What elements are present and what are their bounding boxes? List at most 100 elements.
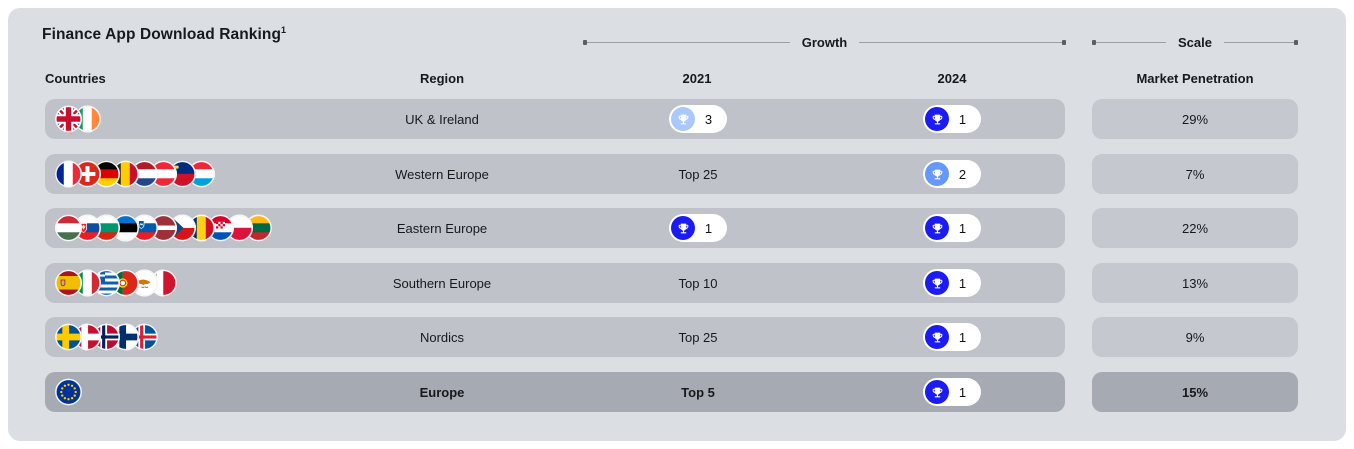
growth-2024-cell: 1 [923, 208, 981, 248]
rank-value: 3 [704, 111, 713, 127]
region-row-pill: Europe Top 5 1 [45, 372, 1065, 412]
flag-eu [55, 378, 82, 406]
growth-2021-cell: Top 25 [678, 317, 717, 357]
penetration-value: 9% [1185, 329, 1205, 345]
rank-badge-2024: 1 [923, 105, 981, 133]
column-header-region: Region [419, 71, 465, 86]
trophy-icon [925, 271, 949, 295]
rank-value: 2 [958, 166, 967, 182]
bracket-line [587, 41, 790, 43]
row-eastern-europe: Eastern Europe 1 1 22% [8, 208, 1346, 248]
ranking-panel: Finance App Download Ranking1 Growth Sca… [8, 8, 1346, 441]
country-flags [55, 160, 215, 188]
growth-2021-cell: Top 10 [678, 263, 717, 303]
region-row-pill: UK & Ireland 3 1 [45, 99, 1065, 139]
penetration-value: 13% [1181, 275, 1209, 291]
row-uk-ireland: UK & Ireland 3 1 29% [8, 99, 1346, 139]
growth-tier-text: Top 25 [678, 329, 718, 345]
row-western-europe: Western Europe Top 25 2 7% [8, 154, 1346, 194]
penetration-value: 7% [1185, 166, 1205, 182]
trophy-icon [925, 107, 949, 131]
bracket-left-tick-icon [583, 39, 587, 45]
growth-2024-cell: 1 [923, 372, 981, 412]
bracket-line [1224, 41, 1295, 43]
growth-2024-cell: 1 [923, 99, 981, 139]
penetration-pill: 15% [1092, 372, 1298, 412]
growth-2021-cell: Top 25 [678, 154, 717, 194]
flag-es [55, 269, 82, 297]
flag-gb [55, 105, 82, 133]
trophy-icon [671, 216, 695, 240]
column-header-countries: Countries [45, 71, 106, 86]
trophy-icon [925, 162, 949, 186]
trophy-icon [925, 325, 949, 349]
rank-badge-2021: 3 [669, 105, 727, 133]
column-header-2024: 2024 [937, 71, 967, 86]
penetration-pill: 13% [1092, 263, 1298, 303]
rank-badge-2024: 1 [923, 269, 981, 297]
rank-value: 1 [958, 111, 967, 127]
rank-badge-2021: 1 [669, 214, 727, 242]
region-row-pill: Southern Europe Top 10 1 [45, 263, 1065, 303]
penetration-value: 29% [1181, 111, 1209, 127]
scale-group-header: Scale [1092, 35, 1299, 50]
growth-2021-cell: 3 [669, 99, 727, 139]
trophy-icon [671, 107, 695, 131]
rank-badge-2024: 1 [923, 214, 981, 242]
region-label: Eastern Europe [396, 220, 488, 236]
bracket-line [1096, 41, 1167, 43]
country-flags [55, 214, 272, 242]
column-header-2021: 2021 [682, 71, 712, 86]
flag-se [55, 323, 82, 351]
rank-value: 1 [958, 384, 967, 400]
growth-group-label: Growth [801, 34, 848, 50]
penetration-pill: 9% [1092, 317, 1298, 357]
rank-badge-2024: 2 [923, 160, 981, 188]
footnote-marker: 1 [281, 25, 287, 35]
flag-hr [207, 214, 234, 242]
growth-2024-cell: 1 [923, 317, 981, 357]
flag-sk [74, 214, 101, 242]
growth-tier-text: Top 10 [678, 275, 718, 291]
penetration-pill: 29% [1092, 99, 1298, 139]
page-title: Finance App Download Ranking1 [42, 25, 286, 44]
rank-value: 1 [958, 220, 967, 236]
country-flags [55, 378, 82, 406]
penetration-pill: 22% [1092, 208, 1298, 248]
penetration-value: 22% [1181, 220, 1209, 236]
growth-2021-cell: Top 5 [681, 372, 715, 412]
title-text: Finance App Download Ranking [42, 26, 282, 44]
rank-badge-2024: 1 [923, 323, 981, 351]
row-nordics: Nordics Top 25 1 9% [8, 317, 1346, 357]
country-flags [55, 105, 101, 133]
trophy-icon [925, 216, 949, 240]
rank-value: 1 [704, 220, 713, 236]
row-europe: Europe Top 5 1 15% [8, 372, 1346, 412]
trophy-icon [925, 380, 949, 404]
growth-2024-cell: 2 [923, 154, 981, 194]
growth-group-header: Growth [583, 34, 1066, 50]
bracket-right-tick-icon [1062, 39, 1066, 45]
country-flags [55, 323, 158, 351]
rank-value: 1 [958, 275, 967, 291]
growth-2024-cell: 1 [923, 263, 981, 303]
bracket-right-tick-icon [1294, 39, 1299, 45]
region-label: Europe [419, 384, 465, 400]
region-label: Southern Europe [392, 275, 492, 291]
region-row-pill: Nordics Top 25 1 [45, 317, 1065, 357]
row-southern-europe: Southern Europe Top 10 1 13% [8, 263, 1346, 303]
bracket-line [859, 41, 1062, 43]
region-label: Nordics [419, 329, 465, 345]
rank-value: 1 [958, 329, 967, 345]
region-label: Western Europe [395, 166, 489, 182]
penetration-pill: 7% [1092, 154, 1298, 194]
flag-fr [55, 160, 82, 188]
rank-badge-2024: 1 [923, 378, 981, 406]
country-flags [55, 269, 177, 297]
growth-tier-text: Top 5 [681, 384, 715, 400]
region-row-pill: Western Europe Top 25 2 [45, 154, 1065, 194]
penetration-value: 15% [1181, 384, 1209, 400]
flag-hu [55, 214, 82, 242]
growth-tier-text: Top 25 [678, 166, 718, 182]
region-label: UK & Ireland [405, 111, 479, 127]
